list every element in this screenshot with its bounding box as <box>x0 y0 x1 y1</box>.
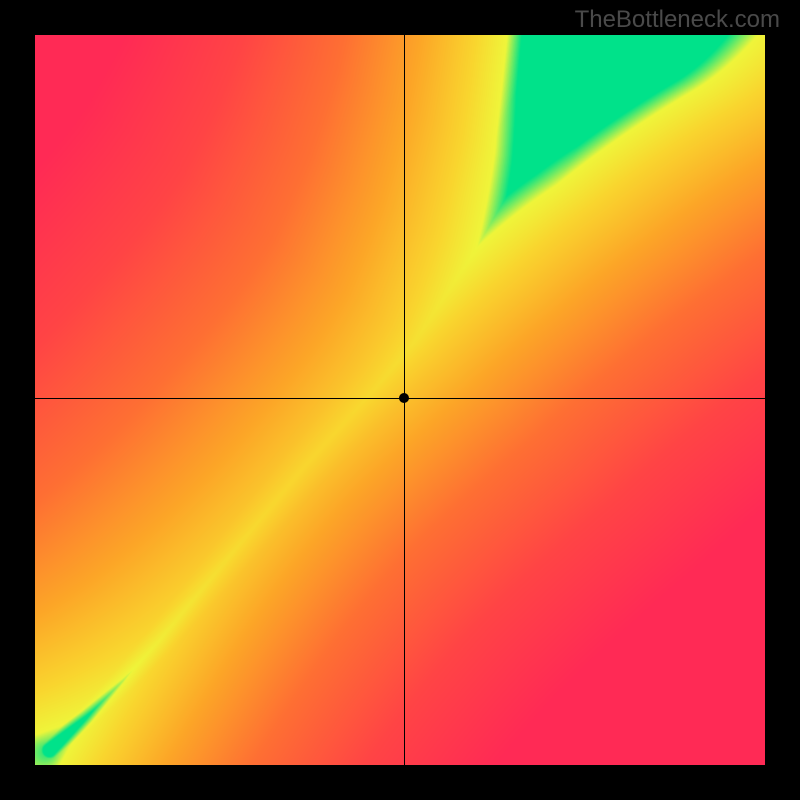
marker-dot <box>399 393 409 403</box>
bottleneck-heatmap-chart: TheBottleneck.com <box>0 0 800 800</box>
watermark-text: TheBottleneck.com <box>575 6 780 34</box>
